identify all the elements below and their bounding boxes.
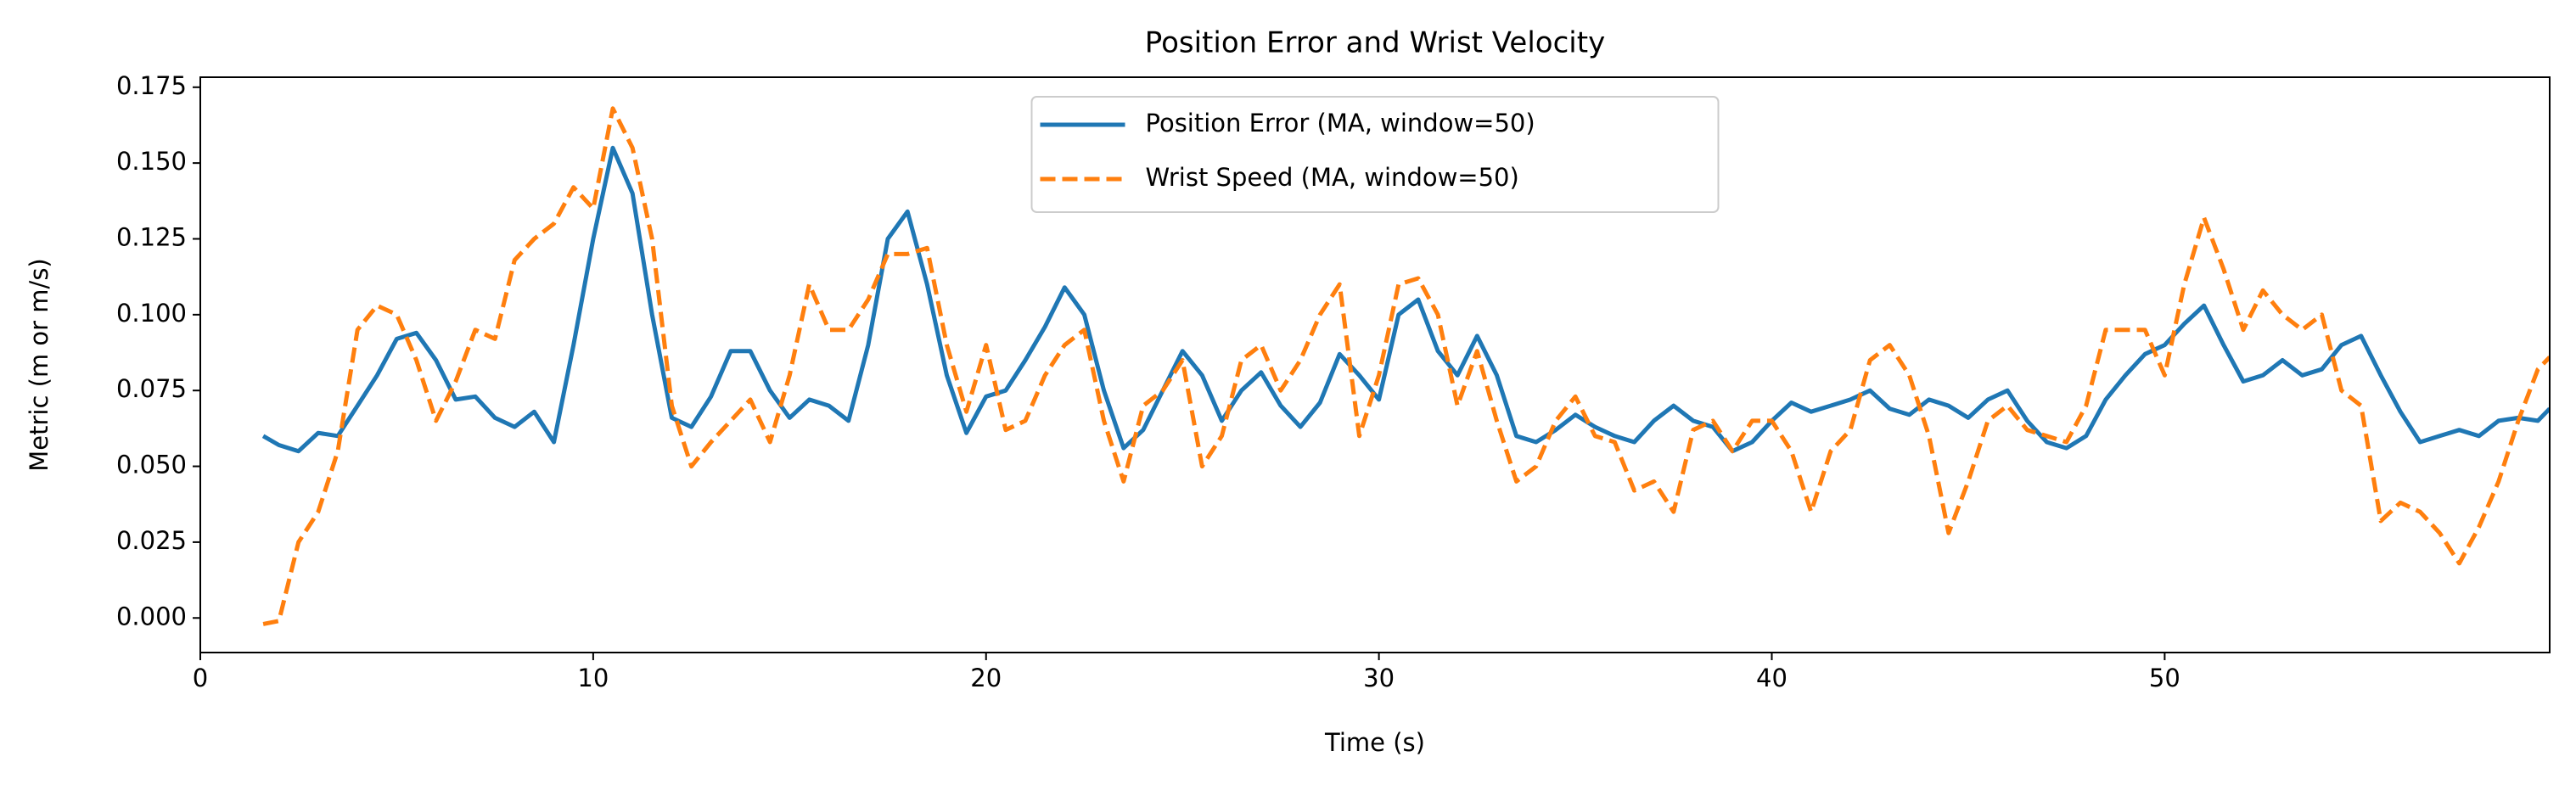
x-tick-label: 30 [1363, 664, 1395, 692]
y-tick-label: 0.075 [116, 374, 187, 403]
plot-frame [199, 76, 2551, 653]
legend-box [1030, 96, 1720, 213]
x-tick-label: 10 [577, 664, 609, 692]
y-tick-label: 0.000 [116, 602, 187, 630]
y-axis-label: Metric (m or m/s) [25, 258, 53, 471]
x-tick-label: 20 [970, 664, 1002, 692]
legend-label: Position Error (MA, window=50) [1146, 109, 1535, 137]
x-tick-label: 0 [193, 664, 208, 692]
chart-title: Position Error and Wrist Velocity [1145, 26, 1605, 60]
x-tick-label: 50 [2149, 664, 2180, 692]
y-tick-label: 0.050 [116, 451, 187, 479]
x-axis-label: Time (s) [1324, 728, 1425, 757]
y-tick-label: 0.150 [116, 147, 187, 176]
y-tick-label: 0.125 [116, 222, 187, 251]
y-tick-label: 0.025 [116, 526, 187, 555]
legend-label: Wrist Speed (MA, window=50) [1146, 163, 1519, 192]
y-tick-label: 0.100 [116, 299, 187, 328]
x-tick-label: 40 [1756, 664, 1787, 692]
series-line [262, 106, 2550, 626]
y-tick-label: 0.175 [116, 71, 187, 100]
